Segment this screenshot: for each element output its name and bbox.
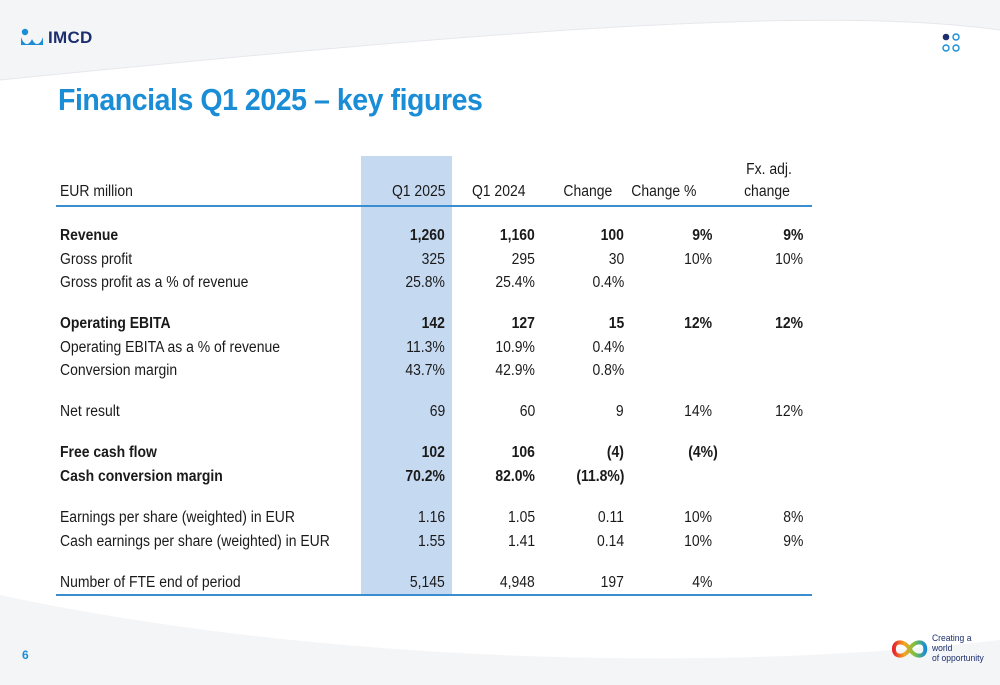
current-period-highlight [361, 156, 452, 595]
table-cell: 82.0% [495, 468, 535, 485]
table-cell: 102 [421, 444, 445, 461]
table-cell: 1.05 [507, 509, 535, 526]
page-number: 6 [22, 648, 29, 662]
table-cell: 9% [782, 227, 803, 244]
column-header-q1-2024: Q1 2024 [471, 183, 525, 200]
table-cell: 10.9% [495, 339, 535, 356]
footer-tagline: Creating a world of opportunity [932, 634, 993, 664]
infinity-icon [891, 640, 928, 658]
table-cell: (11.8%) [575, 468, 624, 485]
table-cell: 15 [608, 315, 624, 332]
table-row-label: Net result [60, 403, 120, 420]
table-cell: 4,948 [500, 574, 535, 591]
table-row-label: Cash earnings per share (weighted) in EU… [60, 533, 330, 550]
table-row-label: Cash conversion margin [60, 468, 223, 485]
table-cell: 1.41 [507, 533, 535, 550]
table-cell: 1.16 [417, 509, 445, 526]
imcd-logo-icon [21, 28, 43, 45]
table-cell: 25.8% [405, 274, 445, 291]
column-header-fx-change: change [744, 183, 790, 200]
table-row-label: Operating EBITA [60, 315, 171, 332]
table-cell: (4) [606, 444, 624, 461]
imcd-logo: IMCD [20, 26, 93, 50]
table-cell: 9% [782, 533, 803, 550]
table-row-label: Earnings per share (weighted) in EUR [60, 509, 295, 526]
table-cell: 127 [511, 315, 535, 332]
table-cell: 197 [600, 574, 624, 591]
table-cell: 100 [600, 227, 624, 244]
table-cell: 106 [511, 444, 535, 461]
table-cell: 69 [429, 403, 445, 420]
table-cell: 0.11 [597, 509, 624, 526]
tagline-line-2: of opportunity [932, 653, 985, 664]
table-row-label: Number of FTE end of period [60, 574, 241, 591]
table-cell: 11.3% [406, 339, 445, 356]
table-cell: (4%) [688, 444, 718, 461]
bottom-rule [56, 594, 812, 596]
table-cell: 1,160 [500, 227, 535, 244]
table-cell: 0.14 [596, 533, 624, 550]
footer-logo: Creating a world of opportunity [890, 634, 1000, 664]
table-cell: 60 [519, 403, 535, 420]
table-cell: 142 [421, 315, 445, 332]
slide-title: Financials Q1 2025 – key figures [58, 82, 483, 117]
table-row-label: Free cash flow [60, 444, 157, 461]
table-cell: 0.4% [592, 339, 624, 356]
table-cell: 10% [684, 533, 712, 550]
table-cell: 12% [684, 315, 712, 332]
table-cell: 12% [775, 315, 803, 332]
table-cell: 12% [775, 403, 803, 420]
dots-icon [942, 33, 960, 52]
footer-swoosh [0, 595, 1000, 685]
column-header-change: Change [563, 183, 612, 200]
table-cell: 10% [684, 509, 712, 526]
table-row-label: Gross profit as a % of revenue [60, 274, 249, 291]
header-swoosh [0, 0, 1000, 81]
table-cell: 4% [691, 574, 712, 591]
table-cell: 325 [421, 251, 445, 268]
column-header-q1-2025: Q1 2025 [391, 183, 445, 200]
column-header-unit: EUR million [60, 183, 133, 200]
table-cell: 1,260 [410, 227, 445, 244]
table-cell: 30 [608, 251, 624, 268]
table-row-label: Revenue [60, 227, 119, 244]
header-rule [56, 205, 812, 207]
table-row-label: Gross profit [60, 251, 133, 268]
table-cell: 10% [684, 251, 712, 268]
table-cell: 14% [684, 403, 712, 420]
tagline-line-1: Creating a world [932, 633, 972, 654]
table-cell: 9% [691, 227, 712, 244]
table-cell: 25.4% [495, 274, 535, 291]
table-cell: 42.9% [495, 362, 535, 379]
table-cell: 9 [616, 403, 624, 420]
table-cell: 43.7% [405, 362, 445, 379]
table-cell: 8% [782, 509, 803, 526]
table-cell: 295 [511, 251, 535, 268]
column-header-fx-adj: Fx. adj. [746, 161, 792, 178]
table-cell: 5,145 [410, 574, 445, 591]
column-header-change-pct: Change % [630, 183, 696, 200]
table-row-label: Operating EBITA as a % of revenue [60, 339, 280, 356]
table-cell: 0.4% [592, 274, 624, 291]
table-cell: 0.8% [592, 362, 624, 379]
table-cell: 1.55 [417, 533, 445, 550]
logo-text: IMCD [48, 28, 93, 47]
table-cell: 70.2% [405, 468, 445, 485]
table-cell: 10% [775, 251, 803, 268]
table-row-label: Conversion margin [60, 362, 178, 379]
